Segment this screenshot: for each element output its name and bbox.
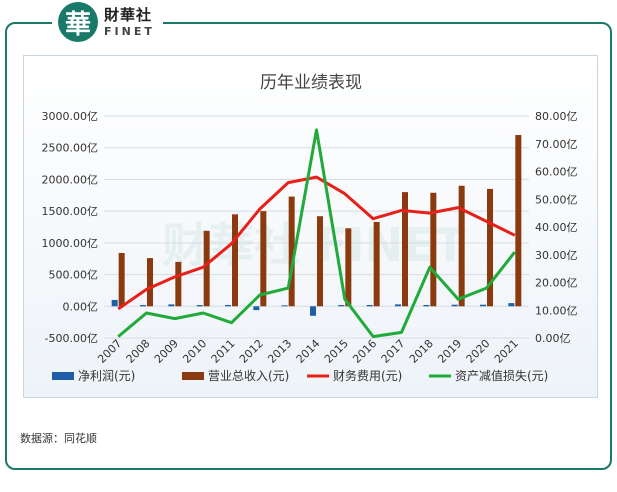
bar-revenue	[288, 196, 295, 307]
left-tick-label: 2500.00亿	[42, 142, 99, 155]
logo-name-en: FINET	[104, 24, 155, 38]
bar-revenue	[147, 258, 153, 307]
x-tick-label: 2011	[209, 337, 238, 366]
bar-net-profit	[366, 305, 373, 307]
bar-revenue	[260, 211, 267, 307]
bar-revenue	[373, 221, 380, 307]
x-tick-label: 2016	[350, 337, 379, 366]
legend-label: 营业总收入(元)	[208, 369, 289, 383]
line-impairment-loss	[117, 128, 516, 339]
x-tick-label: 2014	[294, 337, 323, 366]
bar-net-profit	[253, 306, 260, 311]
bar-revenue	[345, 228, 352, 307]
x-tick-label: 2019	[435, 337, 464, 366]
bar-revenue	[515, 135, 522, 307]
bar-revenue	[317, 216, 323, 307]
right-tick-label: 10.00亿	[535, 304, 578, 317]
bar-revenue	[232, 214, 238, 307]
x-tick-label: 2018	[407, 337, 436, 366]
right-tick-label: 20.00亿	[535, 277, 578, 290]
bar-revenue	[430, 192, 437, 307]
bar-net-profit	[423, 305, 430, 307]
bar-net-profit	[395, 304, 401, 307]
x-tick-label: 2010	[180, 337, 209, 366]
left-tick-label: 3000.00亿	[42, 110, 99, 123]
bar-net-profit	[168, 304, 175, 307]
right-tick-label: 80.00亿	[535, 110, 578, 123]
left-tick-label: 2000.00亿	[42, 173, 99, 186]
chart-title: 历年业绩表现	[260, 73, 362, 93]
x-tick-label: 2021	[492, 337, 521, 366]
bar-net-profit	[140, 305, 146, 307]
bar-net-profit	[111, 299, 118, 307]
bar-revenue	[402, 192, 408, 307]
left-tick-label: 1500.00亿	[42, 205, 99, 218]
right-tick-label: 30.00亿	[535, 249, 578, 262]
bar-net-profit	[338, 305, 345, 307]
legend-label: 财务费用(元)	[333, 368, 402, 383]
x-tick-label: 2013	[265, 337, 294, 366]
legend-swatch	[182, 372, 204, 380]
left-tick-label: -500.00亿	[45, 332, 98, 345]
bar-net-profit	[310, 306, 316, 316]
right-tick-label: 0.00亿	[535, 332, 571, 345]
logo-text: 財華社 FINET	[104, 5, 155, 38]
right-tick-label: 70.00亿	[535, 138, 578, 151]
x-tick-label: 2020	[464, 337, 493, 366]
left-tick-label: 0.00亿	[63, 300, 99, 313]
logo-name-cn: 財華社	[104, 5, 153, 24]
legend-label: 净利润(元)	[78, 369, 135, 383]
bar-net-profit	[451, 304, 458, 307]
watermark: 财華社 FINET	[162, 218, 466, 272]
x-tick-label: 2007	[95, 337, 124, 366]
left-tick-label: 1000.00亿	[42, 237, 99, 250]
legend-label: 资产减值损失(元)	[455, 368, 548, 383]
bar-net-profit	[508, 303, 515, 307]
bar-revenue	[487, 188, 493, 307]
card-frame	[5, 22, 612, 470]
chart-container: 财華社 FINET 历年业绩表现 -500.00亿 0.00亿 500.00亿 1000.…	[23, 55, 598, 398]
x-tick-label: 2012	[237, 337, 266, 366]
bar-revenue	[458, 185, 465, 307]
finet-logo: 華 財華社 FINET	[52, 0, 163, 44]
bar-net-profit	[480, 304, 486, 307]
legend-swatch	[52, 372, 74, 380]
chart-svg: 财華社 FINET 历年业绩表现 -500.00亿 0.00亿 500.00亿 1000.…	[42, 73, 578, 383]
right-tick-label: 60.00亿	[535, 166, 578, 179]
right-tick-label: 50.00亿	[535, 193, 578, 206]
x-tick-label: 2017	[379, 337, 408, 366]
x-tick-label: 2008	[124, 337, 153, 366]
right-tick-label: 40.00亿	[535, 221, 578, 234]
bar-net-profit	[281, 305, 288, 307]
logo-badge: 華	[58, 2, 98, 42]
left-tick-label: 500.00亿	[49, 269, 99, 282]
bar-revenue	[175, 261, 182, 307]
x-tick-label: 2015	[322, 337, 351, 366]
line-finance-cost	[117, 175, 516, 311]
bar-revenue	[118, 253, 125, 307]
x-tick-label: 2009	[152, 337, 181, 366]
bar-revenue	[203, 230, 210, 307]
bar-net-profit	[196, 305, 203, 307]
bar-net-profit	[225, 305, 231, 307]
source-note: 数据源：同花顺	[20, 432, 97, 445]
